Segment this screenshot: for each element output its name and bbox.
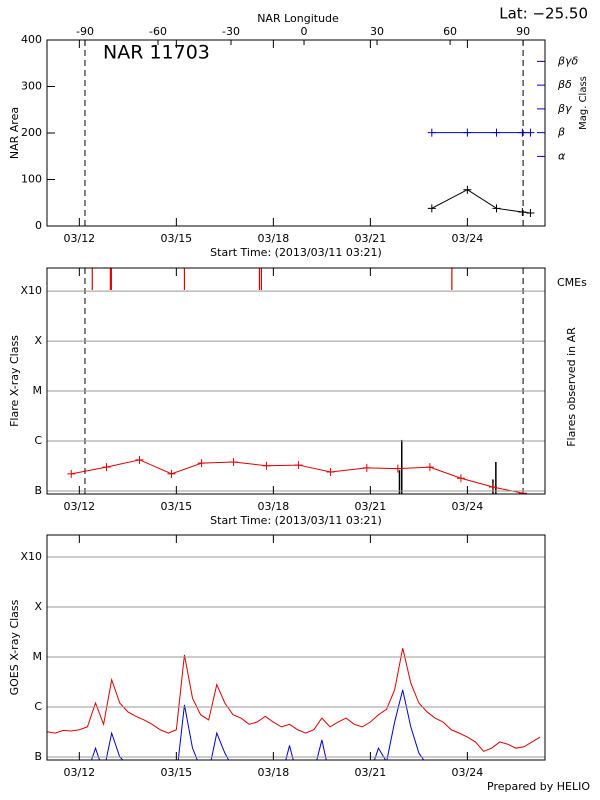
point-marker xyxy=(102,463,111,472)
point-marker xyxy=(425,463,434,472)
x-tick-label: 03/12 xyxy=(63,766,95,779)
x-tick-label: 03/12 xyxy=(63,232,95,245)
point-marker xyxy=(526,128,535,137)
y2-tick-label: βδ xyxy=(557,78,572,91)
x2-tick-label: 0 xyxy=(301,25,308,38)
y-tick-label: 300 xyxy=(21,80,42,93)
y-tick-label: 400 xyxy=(21,33,42,46)
y-tick-label: 0 xyxy=(35,219,42,232)
point-marker xyxy=(135,455,144,464)
point-marker xyxy=(488,483,497,492)
point-marker xyxy=(427,204,436,213)
series-line xyxy=(47,648,541,752)
x-tick-label: 03/15 xyxy=(160,766,192,779)
point-marker xyxy=(456,474,465,483)
footer: Prepared by HELIO xyxy=(487,780,590,793)
y-tick-label: X xyxy=(34,334,42,347)
point-marker xyxy=(262,461,271,470)
y-axis-label: NAR Area xyxy=(8,107,21,159)
y2-axis-label: Flares observed in AR xyxy=(565,327,578,447)
y-axis-label: Flare X-ray Class xyxy=(8,335,21,427)
point-marker xyxy=(463,128,472,137)
x-tick-label: 03/21 xyxy=(355,232,387,245)
x2-tick-label: -90 xyxy=(76,25,94,38)
y-tick-label: X xyxy=(34,600,42,613)
x-tick-label: 03/12 xyxy=(63,500,95,513)
plot-area xyxy=(47,648,541,760)
y-tick-label: B xyxy=(34,484,42,497)
x-axis-label: Start Time: (2013/03/11 03:21) xyxy=(210,246,382,259)
x2-tick-label: 90 xyxy=(516,25,530,38)
x2-tick-label: -60 xyxy=(149,25,167,38)
x2-axis-label: NAR Longitude xyxy=(257,12,339,25)
plot-area xyxy=(67,268,528,494)
x-tick-label: 03/24 xyxy=(452,500,484,513)
y-tick-label: 200 xyxy=(21,126,42,139)
point-marker xyxy=(427,128,436,137)
y2-tick-label: α xyxy=(558,149,566,162)
x-tick-label: 03/18 xyxy=(258,766,290,779)
point-marker xyxy=(362,463,371,472)
x2-tick-label: 30 xyxy=(370,25,384,38)
y-tick-label: M xyxy=(33,650,43,663)
lat-label: Lat: −25.50 xyxy=(499,5,588,23)
plot-area xyxy=(84,40,535,226)
point-marker xyxy=(526,208,535,217)
point-marker xyxy=(229,458,238,467)
y-axis-label: GOES X-ray Class xyxy=(8,599,21,695)
point-marker xyxy=(492,128,501,137)
y-tick-label: 100 xyxy=(21,173,42,186)
point-marker xyxy=(393,464,402,473)
x-tick-label: 03/24 xyxy=(452,766,484,779)
x-axis-label: Start Time: (2013/03/11 03:21) xyxy=(210,514,382,527)
x-tick-label: 03/18 xyxy=(258,232,290,245)
point-marker xyxy=(463,185,472,194)
plot-frame xyxy=(46,267,546,495)
x-tick-label: 03/24 xyxy=(452,232,484,245)
y2-axis-label: Mag. Class xyxy=(578,76,589,130)
x-tick-label: 03/15 xyxy=(160,232,192,245)
point-marker xyxy=(518,208,527,217)
cme-label: CMEs xyxy=(557,276,587,289)
annotation: NAR 11703 xyxy=(103,42,210,64)
point-marker xyxy=(197,459,206,468)
y-tick-label: X10 xyxy=(20,284,42,297)
point-marker xyxy=(67,469,76,478)
plot-frame xyxy=(46,39,546,227)
point-marker xyxy=(492,204,501,213)
point-marker xyxy=(167,469,176,478)
x-tick-label: 03/15 xyxy=(160,500,192,513)
y2-tick-label: βγ xyxy=(557,102,572,115)
y2-tick-label: βγδ xyxy=(557,54,579,67)
point-marker xyxy=(518,128,527,137)
point-marker xyxy=(326,467,335,476)
y-tick-label: X10 xyxy=(20,550,42,563)
x-tick-label: 03/21 xyxy=(355,766,387,779)
x-tick-label: 03/18 xyxy=(258,500,290,513)
y-tick-label: C xyxy=(34,434,42,447)
x-tick-label: 03/21 xyxy=(355,500,387,513)
plot-frame xyxy=(46,534,546,761)
y-tick-label: B xyxy=(34,750,42,763)
y-tick-label: C xyxy=(34,700,42,713)
x2-tick-label: 60 xyxy=(443,25,457,38)
point-marker xyxy=(294,461,303,470)
x2-tick-label: -30 xyxy=(222,25,240,38)
y-tick-label: M xyxy=(33,384,43,397)
y2-tick-label: β xyxy=(557,126,565,139)
